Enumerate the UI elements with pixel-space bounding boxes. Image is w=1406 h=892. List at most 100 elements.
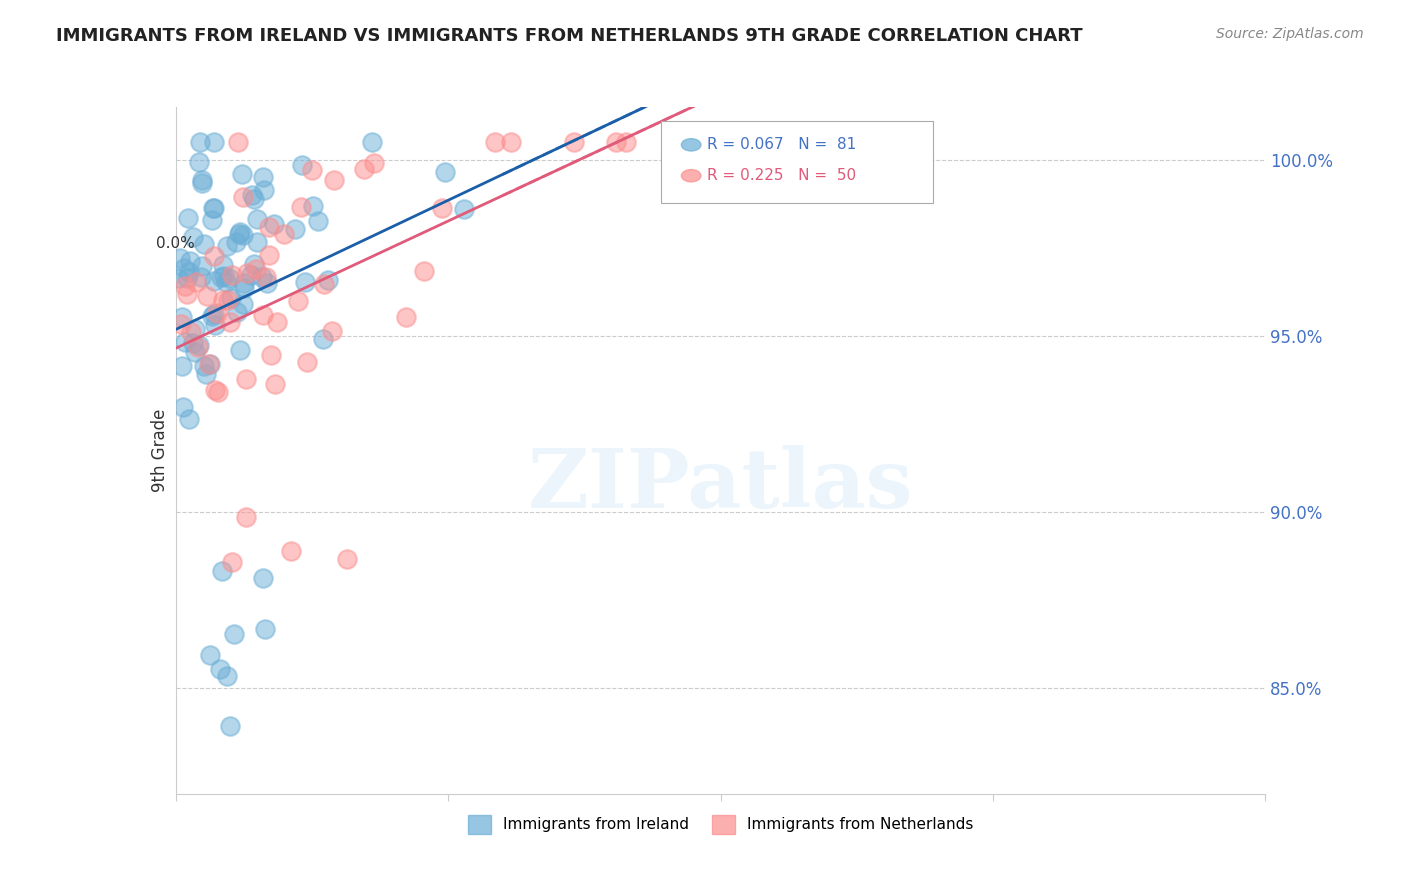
Point — [195, 289, 218, 303]
Point — [433, 165, 456, 179]
Point — [242, 192, 264, 206]
Point — [202, 249, 225, 263]
Point — [363, 155, 385, 169]
Point — [614, 135, 637, 149]
Point — [294, 275, 316, 289]
Point — [353, 161, 375, 176]
Point — [190, 135, 212, 149]
Point — [204, 383, 226, 397]
Point — [252, 308, 274, 322]
Point — [253, 622, 276, 636]
Point — [176, 211, 198, 225]
Point — [226, 305, 249, 319]
Point — [256, 277, 278, 291]
Point — [225, 235, 247, 249]
Point — [312, 333, 335, 347]
Point — [235, 510, 257, 524]
Point — [453, 202, 475, 216]
Text: 0.0%: 0.0% — [156, 236, 195, 252]
Circle shape — [682, 138, 702, 151]
Point — [204, 202, 226, 216]
Point — [499, 135, 522, 149]
Point — [228, 227, 250, 241]
Point — [484, 135, 506, 149]
Point — [170, 359, 193, 373]
Point — [273, 227, 295, 241]
Circle shape — [682, 169, 702, 182]
FancyBboxPatch shape — [661, 120, 934, 203]
Point — [252, 170, 274, 185]
Point — [231, 297, 253, 311]
Point — [233, 276, 256, 290]
Point — [202, 135, 225, 149]
Point — [191, 260, 214, 274]
Point — [263, 376, 285, 391]
Y-axis label: 9th Grade: 9th Grade — [150, 409, 169, 492]
Point — [280, 544, 302, 558]
Point — [266, 315, 288, 329]
Point — [301, 199, 323, 213]
Point — [316, 273, 339, 287]
Text: IMMIGRANTS FROM IRELAND VS IMMIGRANTS FROM NETHERLANDS 9TH GRADE CORRELATION CHA: IMMIGRANTS FROM IRELAND VS IMMIGRANTS FR… — [56, 27, 1083, 45]
Point — [301, 163, 323, 178]
Text: Source: ZipAtlas.com: Source: ZipAtlas.com — [1216, 27, 1364, 41]
Point — [252, 183, 274, 197]
Point — [184, 345, 207, 359]
Point — [172, 400, 194, 414]
Point — [173, 279, 195, 293]
Point — [204, 318, 226, 332]
Point — [257, 219, 280, 234]
Point — [180, 325, 202, 339]
Point — [252, 269, 274, 284]
Point — [184, 321, 207, 335]
Point — [176, 286, 198, 301]
Point — [190, 176, 212, 190]
Point — [322, 173, 344, 187]
Point — [184, 275, 207, 289]
Point — [190, 270, 212, 285]
Point — [321, 324, 343, 338]
Point — [176, 271, 198, 285]
Point — [202, 201, 225, 215]
Point — [200, 357, 222, 371]
Point — [207, 384, 229, 399]
Point — [214, 268, 236, 283]
Point — [209, 662, 232, 676]
Point — [209, 270, 232, 285]
Point — [336, 551, 359, 566]
Point — [173, 260, 195, 275]
Point — [193, 236, 215, 251]
Point — [181, 230, 204, 244]
Point — [202, 274, 225, 288]
Point — [412, 264, 434, 278]
Point — [221, 554, 243, 568]
Point — [605, 135, 627, 149]
Point — [179, 265, 201, 279]
Point — [183, 336, 205, 351]
Point — [243, 257, 266, 271]
Point — [219, 315, 242, 329]
Point — [201, 213, 224, 227]
Point — [202, 308, 225, 322]
Point — [173, 334, 195, 349]
Point — [187, 339, 209, 353]
Point — [195, 367, 218, 381]
Point — [188, 338, 211, 352]
Point — [205, 306, 228, 320]
Legend: Immigrants from Ireland, Immigrants from Netherlands: Immigrants from Ireland, Immigrants from… — [460, 807, 981, 841]
Point — [395, 310, 418, 324]
Point — [172, 310, 194, 325]
Point — [564, 135, 586, 149]
Point — [167, 271, 190, 285]
Point — [221, 268, 243, 283]
Point — [211, 564, 233, 578]
Point — [295, 355, 318, 369]
Point — [201, 309, 224, 323]
Point — [219, 291, 242, 305]
Point — [212, 258, 235, 272]
Point — [252, 570, 274, 584]
Point — [170, 317, 193, 331]
Point — [198, 648, 221, 663]
Point — [361, 135, 384, 149]
Point — [235, 372, 257, 386]
